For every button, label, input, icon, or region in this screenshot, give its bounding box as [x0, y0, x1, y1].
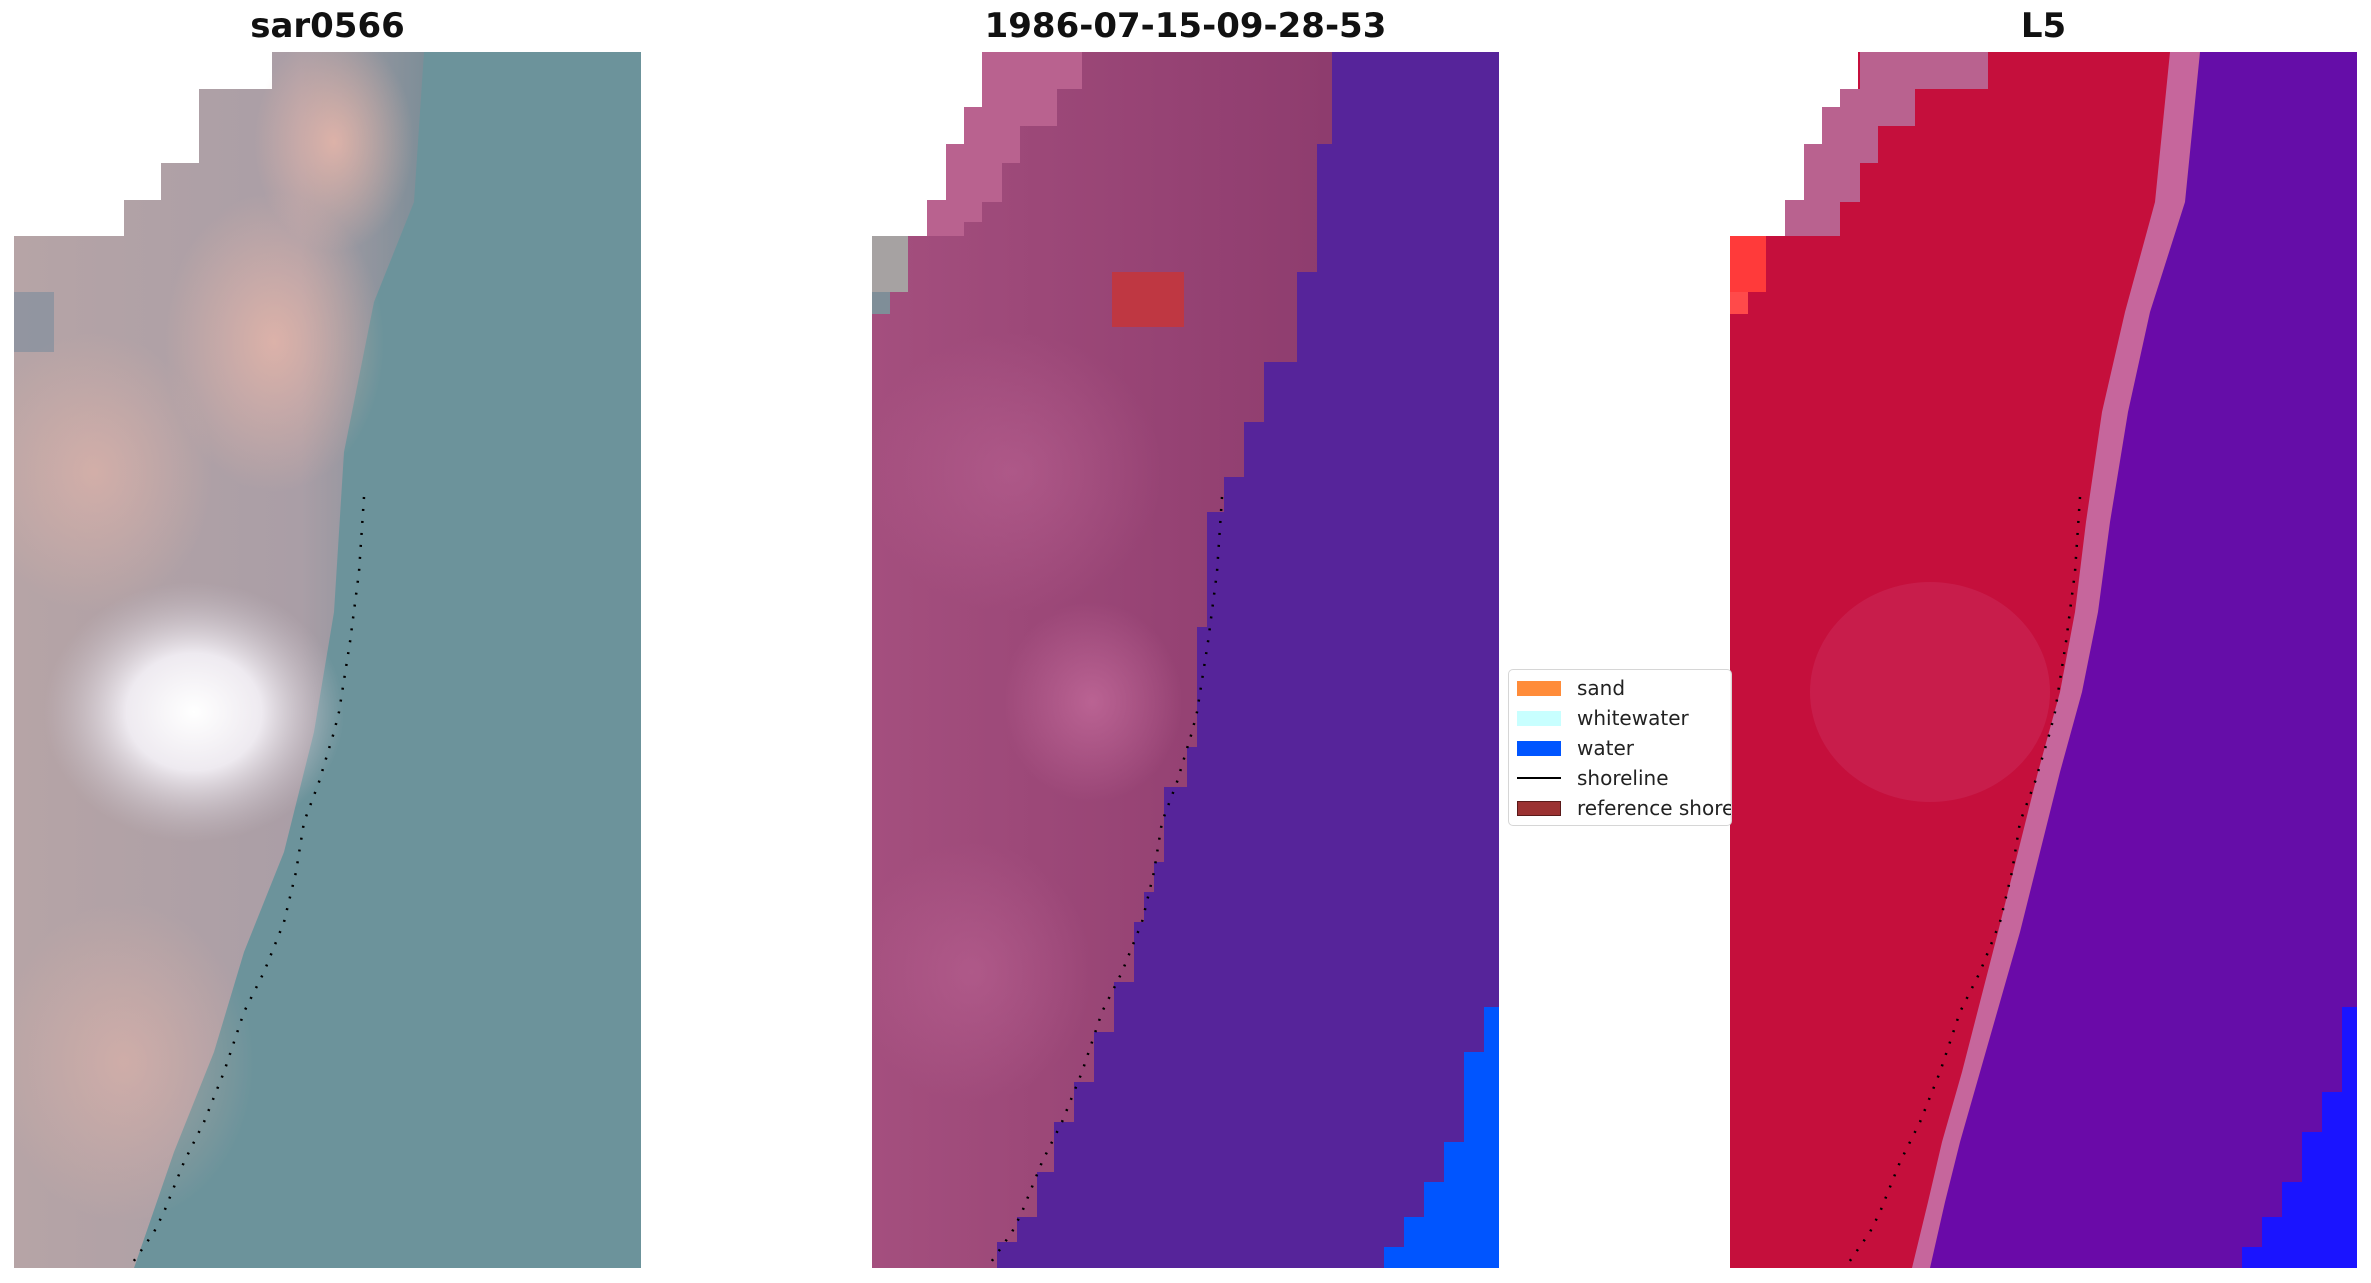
sand-swatch — [1517, 680, 1561, 696]
legend-item-water: water — [1517, 736, 1634, 760]
legend-item-sand: sand — [1517, 676, 1625, 700]
shoreline-line — [1843, 496, 2082, 1268]
whitewater-swatch — [1517, 710, 1561, 726]
legend-label: shoreline — [1577, 766, 1669, 790]
shoreline-line — [127, 496, 366, 1268]
legend-item-shoreline: shoreline — [1517, 766, 1669, 790]
legend-label: sand — [1577, 676, 1626, 700]
panel-title-index: L5 — [2020, 6, 2067, 46]
water-area — [1384, 1007, 1499, 1268]
rgb-image-panel — [14, 52, 641, 1268]
water-swatch — [1517, 740, 1561, 756]
index-image-panel — [1730, 52, 2357, 1268]
reference-shoreline-patch — [1112, 272, 1184, 327]
legend-item-whitewater: whitewater — [1517, 706, 1689, 730]
shoreline-line — [985, 496, 1224, 1268]
legend: sand whitewater water shoreline referenc… — [1508, 669, 1732, 826]
legend-label: whitewater — [1577, 706, 1689, 730]
legend-label: reference shoreline — [1577, 796, 1731, 820]
water-area — [2242, 1007, 2357, 1268]
nodata-strip — [927, 52, 1082, 236]
panel-title-classified: 1986-07-15-09-28-53 — [984, 6, 1387, 46]
legend-item-reference-shoreline: reference shoreline — [1517, 796, 1731, 820]
shoreline-swatch — [1517, 777, 1561, 779]
panel-title-rgb: sar0566 — [250, 6, 405, 46]
classified-image-panel — [872, 52, 1499, 1268]
legend-label: water — [1577, 736, 1634, 760]
land-area — [1730, 52, 2170, 1268]
nodata-strip — [1785, 52, 1988, 236]
reference-shoreline-swatch — [1517, 800, 1561, 816]
